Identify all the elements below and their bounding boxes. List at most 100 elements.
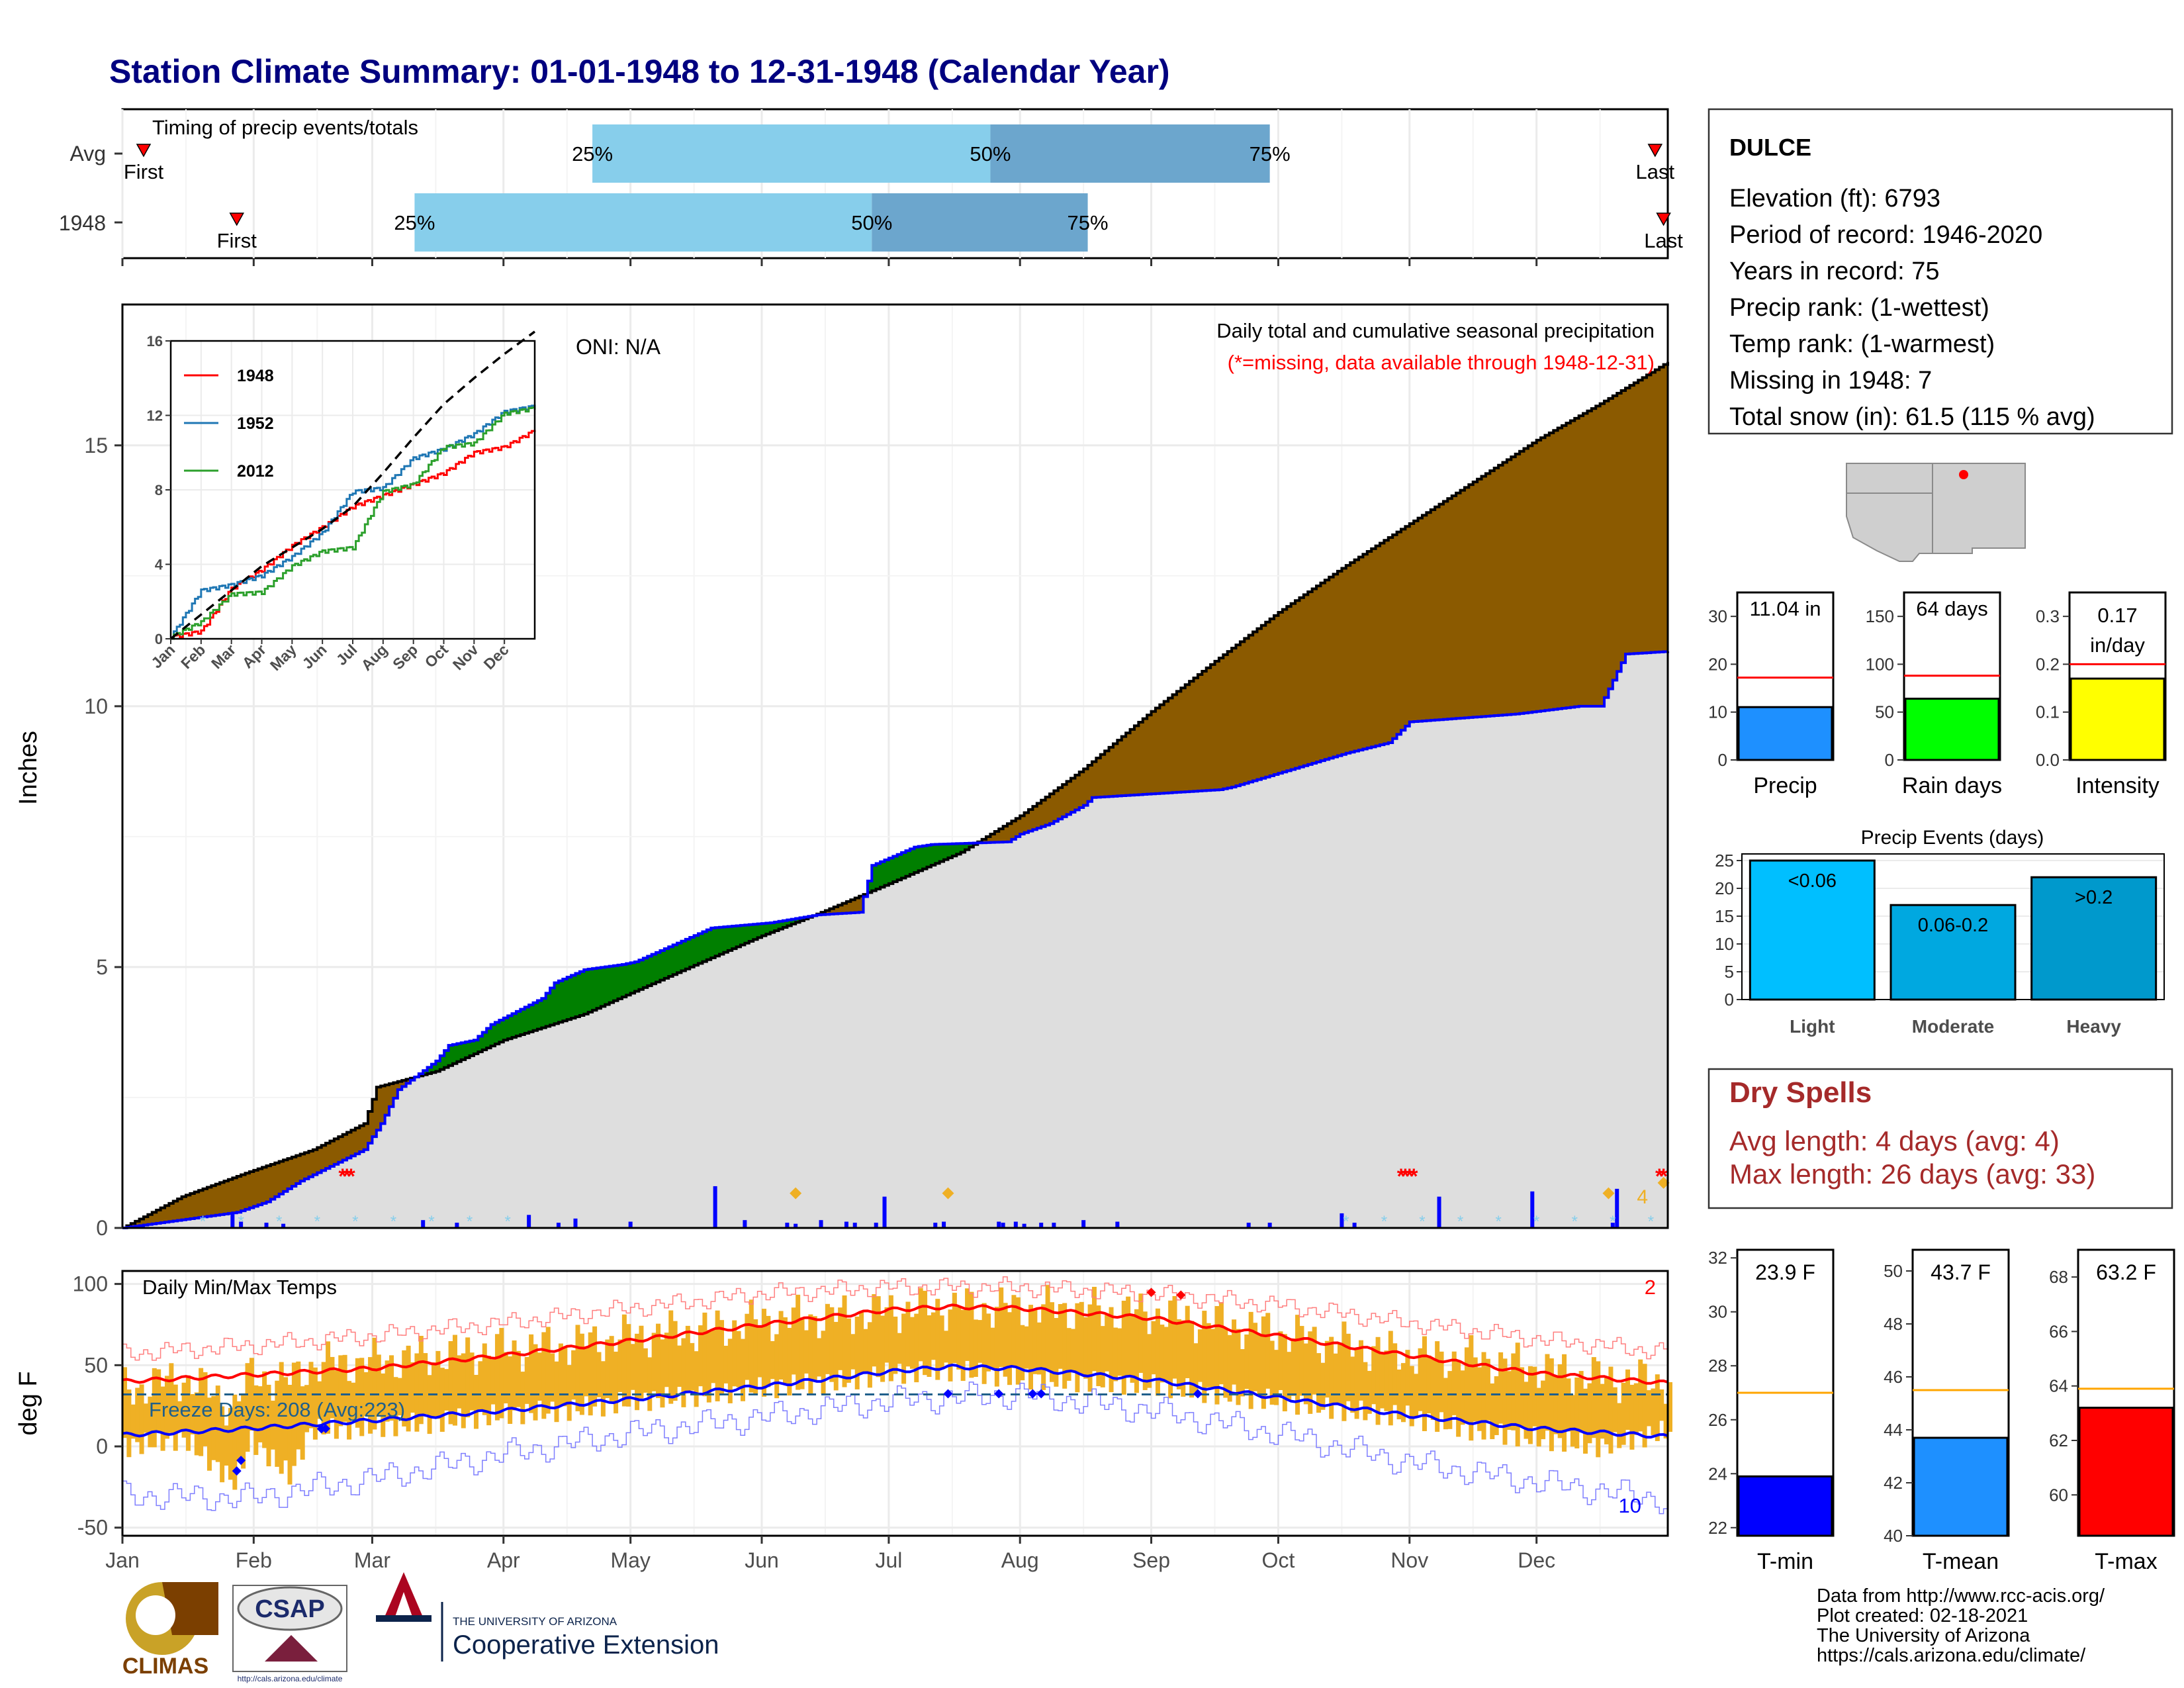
temp-range-bar: [1549, 1358, 1554, 1452]
month-label-9: Oct: [1262, 1548, 1295, 1572]
temp-range-bar: [1100, 1326, 1105, 1387]
temp-range-bar: [1274, 1350, 1279, 1405]
temp-range-bar: [473, 1374, 478, 1429]
footer-source: Data from http://www.rcc-acis.org/: [1817, 1585, 2105, 1607]
temp-range-bar: [1625, 1369, 1631, 1430]
month-label-11: Dec: [1518, 1548, 1555, 1572]
temp-range-bar: [1083, 1317, 1089, 1379]
missing-data-marks: *** **** *** * * * * * * * * * * * * * * * * *: [200, 1164, 1668, 1231]
temp-range-bar: [1113, 1327, 1118, 1382]
temp-range-bar: [545, 1327, 551, 1414]
temp-range-bar: [732, 1320, 737, 1387]
temp-range-bar: [1091, 1286, 1097, 1372]
temp-range-bar: [1210, 1329, 1216, 1389]
temp-range-bar: [1426, 1355, 1432, 1414]
temp-range-bar: [206, 1397, 212, 1471]
station-name: DULCE: [1729, 134, 1811, 161]
extreme-cold-marker: [232, 1466, 242, 1476]
daily-precip-bar: [239, 1221, 244, 1228]
temp-range-bar: [660, 1339, 665, 1408]
month-label-0: Jan: [105, 1548, 140, 1572]
timing-bar-q1-1: [414, 193, 872, 252]
climas-logo-mesa: [162, 1582, 218, 1635]
footer-credits: Data from http://www.rcc-acis.org/ Plot …: [1817, 1585, 2105, 1666]
locator-map: [1843, 458, 2030, 565]
timing-p75-label-1: 75%: [1068, 211, 1109, 234]
temp-range-bar: [690, 1342, 695, 1391]
events-category-0: Light: [1790, 1016, 1835, 1037]
temp-range-bar: [1435, 1341, 1440, 1432]
daily-precip-bar: [527, 1215, 531, 1228]
trace-day-mark: *: [276, 1213, 282, 1231]
temp-range-bar: [630, 1344, 635, 1390]
temp-range-bar: [1668, 1382, 1672, 1432]
precip-summary-tick-label: 0.0: [2036, 750, 2060, 770]
above-avg-area: [414, 843, 978, 1078]
daily-precip-bar: [844, 1221, 848, 1228]
temp-range-bar: [1591, 1357, 1596, 1438]
temp-range-bar: [1168, 1300, 1173, 1399]
temp-range-bar: [249, 1358, 254, 1431]
inset-legend-label-1948: 1948: [237, 367, 274, 385]
temp-range-bar: [799, 1317, 805, 1389]
temp-range-bar: [719, 1320, 725, 1395]
temp-range-bar: [376, 1354, 381, 1417]
temp-range-bar: [1490, 1383, 1495, 1440]
precip-summary-bar-2: [2070, 677, 2165, 761]
trace-day-mark: *: [1381, 1213, 1387, 1231]
temp-range-bar: [558, 1343, 563, 1407]
temp-range-bar: [148, 1396, 153, 1448]
freeze-days-label: Freeze Days: 208 (Avg:223): [149, 1398, 405, 1421]
temp-range-bar: [469, 1352, 475, 1411]
temp-range-bar: [1163, 1327, 1169, 1381]
temp-range-bar: [347, 1381, 352, 1440]
temp-range-bar: [1578, 1371, 1584, 1433]
trace-day-mark: *: [1648, 1213, 1654, 1231]
temp-range-bar: [1050, 1302, 1054, 1382]
events-bar-1: [1889, 904, 2017, 1001]
temp-range-bar: [1392, 1343, 1398, 1405]
temp-range-bar: [741, 1338, 745, 1401]
temp-range-bar: [1608, 1366, 1614, 1454]
temp-range-bar: [1282, 1334, 1287, 1412]
temp-range-bar: [1515, 1342, 1520, 1447]
temp-range-bar: [1054, 1318, 1059, 1387]
temp-range-bar: [1642, 1364, 1647, 1448]
temp-range-bar: [203, 1372, 208, 1446]
timing-last-label-1: Last: [1644, 229, 1683, 252]
csap-logo-url: http://cals.arizona.edu/climate: [238, 1674, 343, 1683]
temp-range-bar: [1414, 1374, 1419, 1417]
temp-panel: -50 0 50 100 Jan Feb Mar Apr May Jun Jul Aug Sep Oct…: [15, 1270, 1672, 1572]
temp-range-bar: [1257, 1334, 1262, 1397]
temp-range-bar: [1142, 1311, 1148, 1390]
temp-range-bar: [1655, 1374, 1660, 1441]
temp-range-bar: [452, 1335, 457, 1426]
temp-range-bar: [1596, 1361, 1601, 1458]
temp-range-bar: [1109, 1307, 1114, 1393]
daily-precip-bar: [1022, 1223, 1026, 1228]
temp-range-bar: [1070, 1329, 1075, 1372]
events-ytick-label-5: 25: [1715, 851, 1734, 870]
temp-range-bar: [457, 1355, 462, 1409]
temp-range-bar: [385, 1360, 390, 1422]
inset-ytick-label-4: 16: [147, 333, 163, 350]
timing-panel: 25% 50% 75% First Last 25% 50% 75% First Last Tim…: [59, 108, 1683, 266]
station-precip-rank: Precip rank: (1-wettest): [1729, 294, 1989, 322]
temp-range-bar: [541, 1332, 547, 1419]
temp-range-bar: [1524, 1382, 1529, 1439]
temp-range-bar: [1400, 1363, 1406, 1423]
temp-range-bar: [1638, 1359, 1643, 1432]
temp-range-bar: [677, 1345, 682, 1387]
temp-range-bar: [1303, 1343, 1308, 1405]
temp-range-bar: [533, 1344, 538, 1421]
temp-range-bar: [381, 1373, 386, 1437]
temp-range-bar: [1451, 1351, 1457, 1415]
temp-summary-tick-label: 24: [1708, 1464, 1727, 1483]
temp-range-bar: [1160, 1325, 1165, 1383]
inset-series-2012: [171, 406, 536, 640]
extreme-precip-marker: [942, 1187, 954, 1199]
station-location-dot: [1959, 470, 1968, 479]
timing-p25-label-0: 25%: [572, 142, 613, 165]
temp-range-bar: [1329, 1336, 1334, 1419]
temp-range-bar: [973, 1319, 978, 1378]
